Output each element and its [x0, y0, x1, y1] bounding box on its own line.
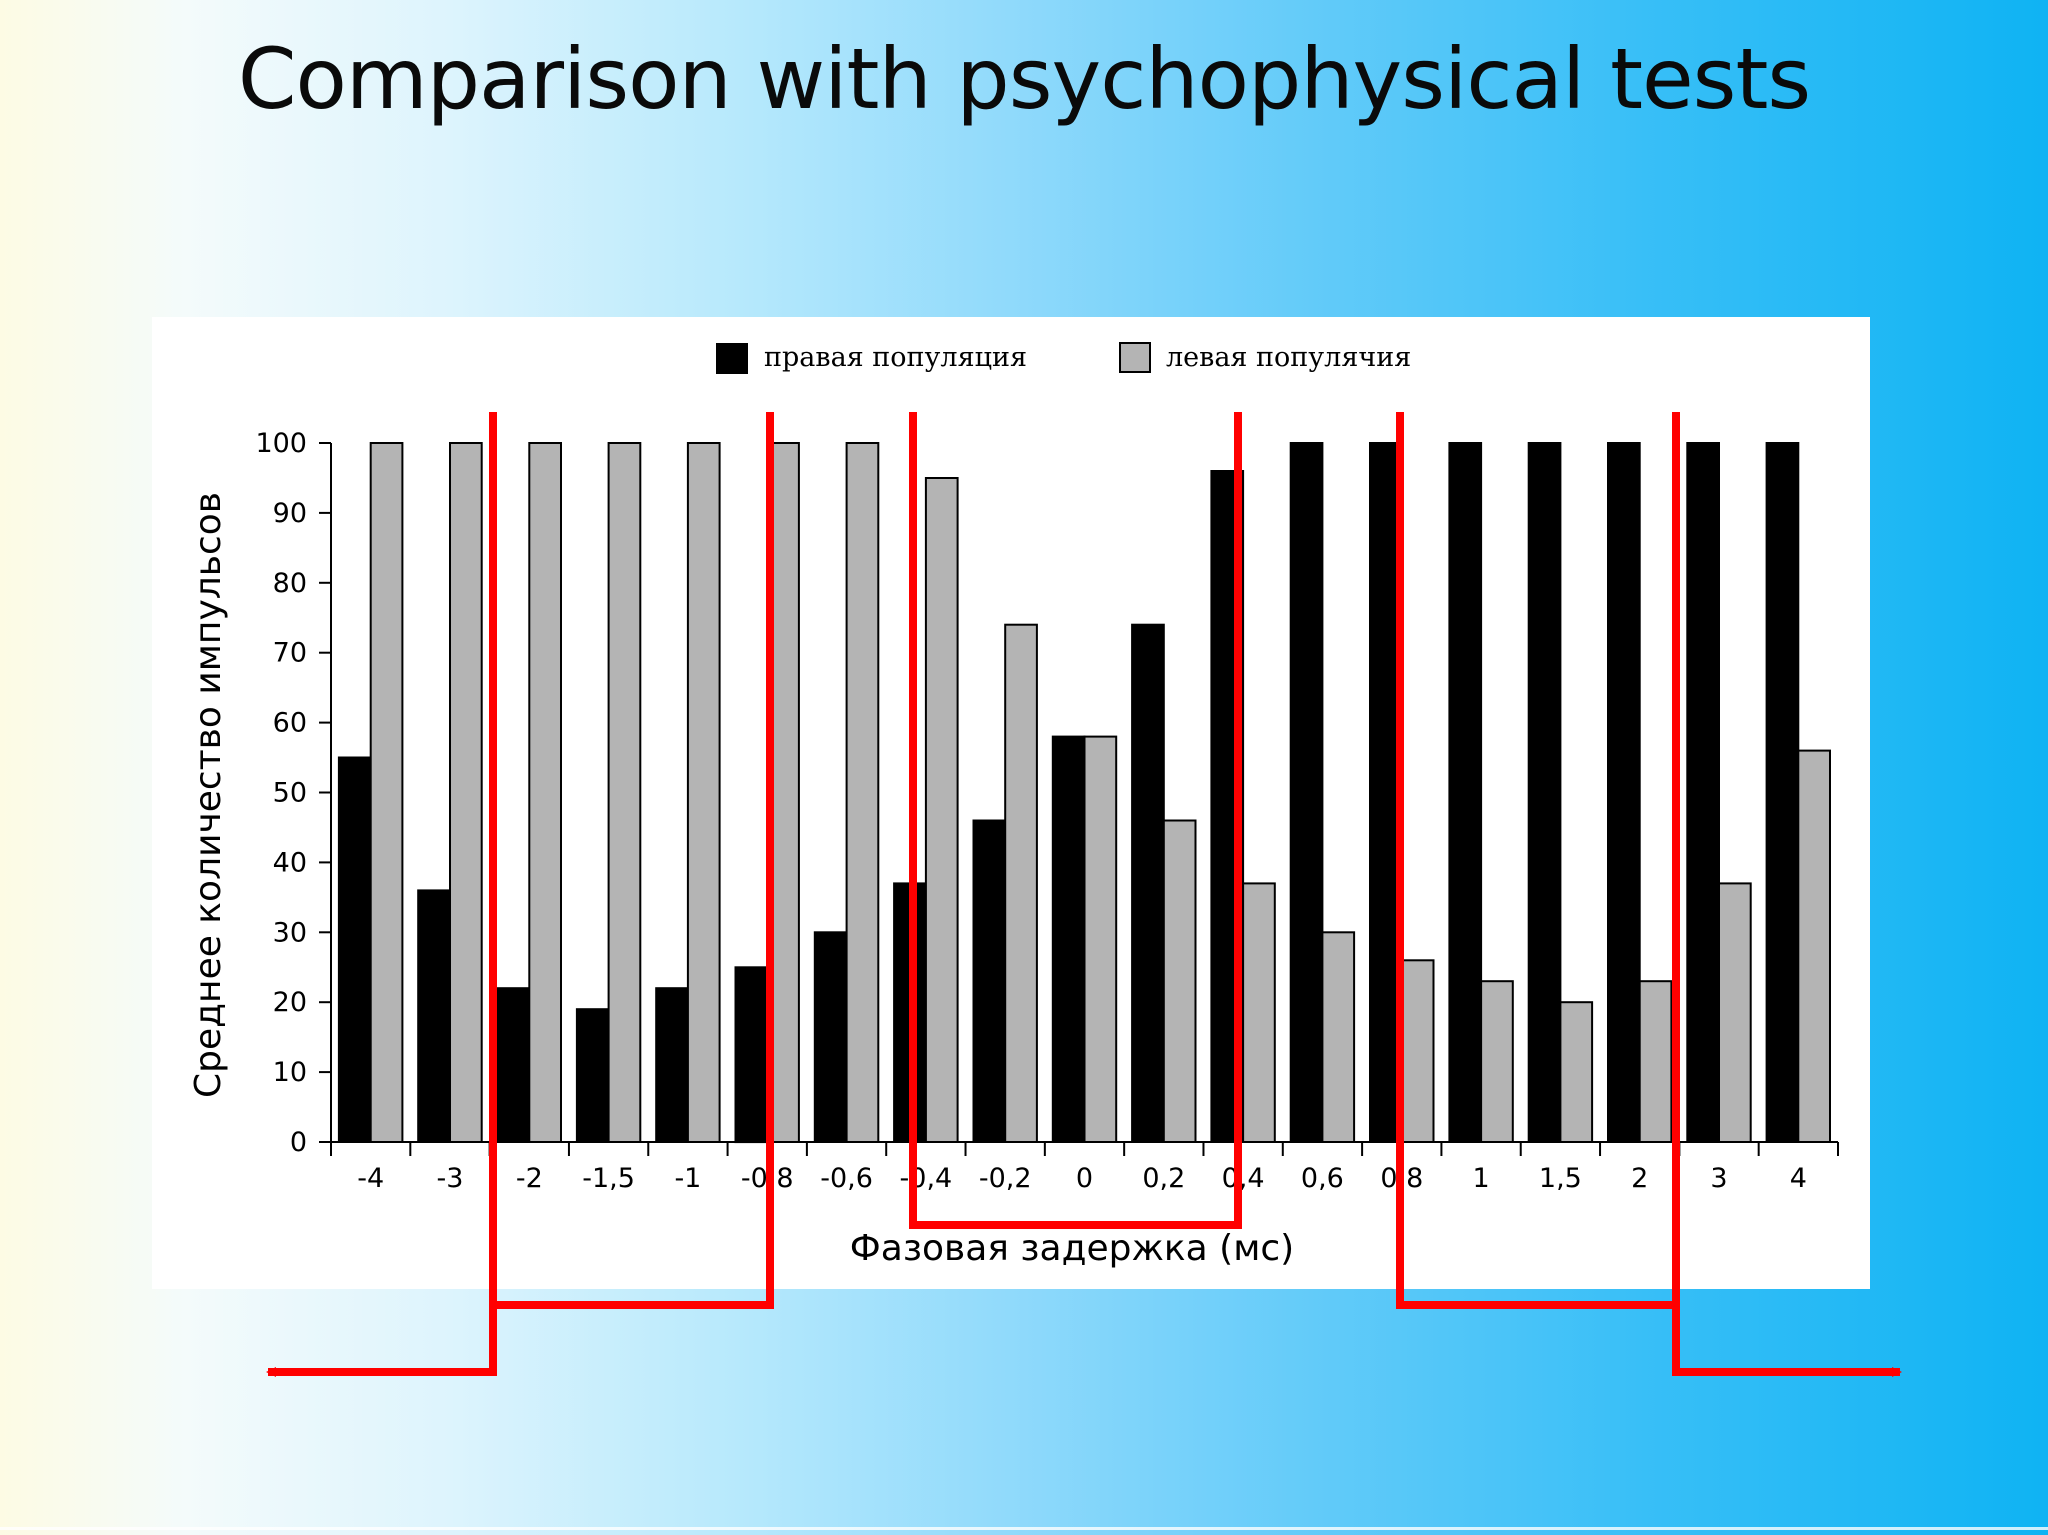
x-tick-label: 2: [1631, 1163, 1648, 1194]
bar-right-population: [575, 1008, 610, 1144]
bar-right-population: [496, 987, 531, 1144]
x-tick-label: -3: [437, 1163, 464, 1194]
bar-right-population: [734, 966, 769, 1144]
y-tick-label: 50: [273, 778, 307, 809]
red-arrow-left: [266, 1305, 497, 1377]
bar-left-population: [1638, 980, 1673, 1144]
y-tick-label: 60: [273, 708, 307, 739]
x-tick-label: 4: [1790, 1163, 1807, 1194]
bar-right-population: [1051, 735, 1086, 1143]
x-tick-label: 3: [1710, 1163, 1727, 1194]
bar-left-population: [1400, 959, 1435, 1143]
bar-left-population: [607, 442, 642, 1143]
x-tick-label: -4: [357, 1163, 384, 1194]
bar-left-population: [1480, 980, 1514, 1144]
x-tick-label: -0,2: [979, 1163, 1032, 1194]
x-tick-label: 0: [1076, 1163, 1093, 1194]
red-bracket-left: [489, 412, 774, 1309]
x-tick-label: 0,6: [1301, 1163, 1344, 1194]
red-arrow-right: [1672, 1305, 1902, 1377]
legend: правая популяция левая популячия: [716, 342, 1411, 374]
bar-left-population: [924, 477, 959, 1143]
red-annotations: [266, 412, 1902, 1377]
bar-left-population: [1718, 882, 1752, 1144]
slide-title: Comparison with psychophysical tests: [237, 30, 1811, 128]
bar-left-population: [1162, 819, 1197, 1143]
bar-right-population: [417, 889, 451, 1144]
bar-right-population: [972, 819, 1007, 1143]
bar-right-population: [1686, 442, 1721, 1143]
y-tick-label: 90: [273, 498, 307, 529]
y-axis-title: Среднее количество импульсов: [188, 492, 229, 1098]
red-bracket-center: [909, 412, 1242, 1229]
x-tick-label: -2: [516, 1163, 543, 1194]
x-tick-label: -0,6: [820, 1163, 873, 1194]
y-tick-label: 30: [273, 917, 307, 948]
bar-left-population: [369, 442, 404, 1143]
bar-right-population: [655, 987, 689, 1144]
bars-layer: [337, 442, 1832, 1144]
y-tick-label: 40: [273, 847, 307, 878]
y-tick-label: 80: [273, 568, 307, 599]
x-tick-label: -0,4: [900, 1163, 953, 1194]
bar-left-population: [1083, 735, 1118, 1143]
legend-swatch-left: [1119, 342, 1151, 373]
x-tick-label: 1: [1473, 1163, 1490, 1194]
bar-left-population: [1004, 623, 1038, 1143]
bar-left-population: [528, 442, 562, 1143]
footer-line: [0, 1527, 2048, 1530]
bar-left-population: [1242, 882, 1276, 1144]
bar-left-population: [686, 442, 721, 1143]
legend-label-right: правая популяция: [764, 342, 1027, 373]
bar-left-population: [845, 442, 880, 1143]
legend-label-left: левая популячия: [1166, 342, 1411, 373]
bar-right-population: [337, 756, 372, 1143]
y-tick-label: 100: [255, 428, 307, 459]
x-tick-label: -1,5: [582, 1163, 635, 1194]
bar-right-population: [1448, 442, 1483, 1143]
bar-right-population: [1765, 442, 1800, 1143]
bar-right-population: [813, 931, 848, 1143]
bar-left-population: [1559, 1001, 1594, 1144]
bar-left-population: [1321, 931, 1356, 1143]
bar-left-population: [1797, 749, 1832, 1143]
x-tick-label: 0,4: [1222, 1163, 1265, 1194]
bar-right-population: [1607, 442, 1641, 1143]
bar-left-population: [449, 442, 483, 1143]
red-bracket-right: [1396, 412, 1680, 1309]
bar-right-population: [1527, 442, 1562, 1143]
x-axis-title: Фазовая задержка (мс): [850, 1228, 1294, 1269]
x-tick-label: 0,2: [1142, 1163, 1185, 1194]
legend-swatch-right: [716, 343, 748, 374]
ticks-layer: -4 -3 -2 -1,5 -1 -0,8 -0,6 -0,4 -0,2 0 0,2 0,4 0,6 0,…: [255, 428, 1839, 1194]
bar-right-population: [1289, 442, 1324, 1143]
bar-right-population: [1131, 623, 1165, 1143]
y-tick-label: 0: [290, 1127, 307, 1158]
x-tick-label: 1,5: [1539, 1163, 1582, 1194]
y-tick-label: 70: [273, 638, 307, 669]
y-tick-label: 20: [273, 987, 307, 1018]
x-tick-label: -1: [674, 1163, 701, 1194]
y-tick-label: 10: [273, 1057, 307, 1088]
